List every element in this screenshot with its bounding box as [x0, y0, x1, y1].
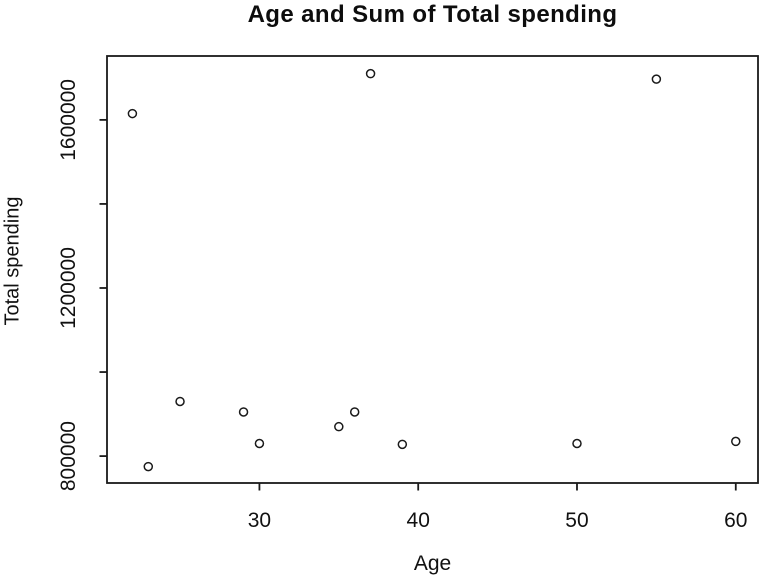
x-tick-label: 60 — [724, 509, 747, 532]
plot-border-box — [106, 55, 759, 484]
x-tick-label: 50 — [565, 509, 588, 532]
data-point — [254, 438, 265, 449]
y-tick-label: 1200000 — [57, 247, 80, 329]
data-point — [651, 74, 662, 84]
y-axis-title: Total spending — [1, 196, 24, 326]
data-point — [238, 407, 249, 417]
data-point — [572, 438, 582, 449]
x-tick-label: 40 — [407, 509, 430, 532]
y-tick-label: 1600000 — [57, 79, 80, 161]
data-point — [365, 68, 376, 79]
data-point — [127, 108, 138, 119]
data-point — [334, 421, 344, 432]
x-tick-label: 30 — [248, 509, 271, 532]
data-point — [349, 407, 360, 417]
chart-title: Age and Sum of Total spending — [247, 1, 618, 28]
x-axis-title: Age — [413, 552, 452, 575]
data-point — [175, 396, 185, 407]
data-point — [731, 436, 741, 447]
y-tick-label: 800000 — [57, 421, 80, 491]
data-point — [143, 461, 154, 472]
data-point — [397, 439, 408, 450]
